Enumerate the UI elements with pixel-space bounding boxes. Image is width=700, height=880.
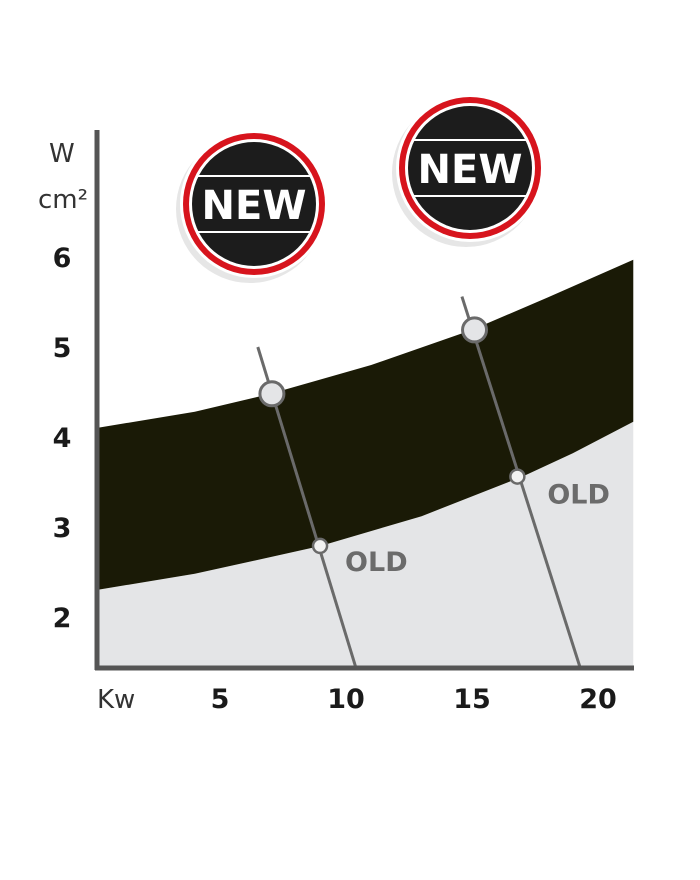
y-tick-label: 5 <box>53 333 72 364</box>
y-tick-label: 4 <box>53 423 72 454</box>
y-tick-label: 6 <box>53 243 72 274</box>
x-tick-label: 5 <box>211 684 230 715</box>
y-unit-cm2: cm² <box>38 185 88 215</box>
x-unit-kw: Kw <box>97 685 135 715</box>
new-point-2 <box>461 316 489 344</box>
new-band-area <box>96 259 634 590</box>
old-point-2 <box>509 468 526 485</box>
x-tick-label: 15 <box>453 684 491 715</box>
x-tick-label: 20 <box>579 684 617 715</box>
y-unit-w: W <box>49 139 75 169</box>
badge-disc <box>192 142 316 266</box>
y-tick-label: 2 <box>53 603 72 634</box>
x-tick-label: 10 <box>327 684 365 715</box>
y-tick-label: 3 <box>53 513 72 544</box>
new-point-1 <box>258 380 286 408</box>
below-band-area <box>96 421 634 669</box>
old-label-1: OLD <box>345 547 408 578</box>
new-badge-label: NEW <box>202 183 307 229</box>
old-point-1 <box>311 537 329 555</box>
new-badge-label: NEW <box>418 147 523 193</box>
badge-disc <box>408 106 532 230</box>
old-label-2: OLD <box>547 480 610 511</box>
